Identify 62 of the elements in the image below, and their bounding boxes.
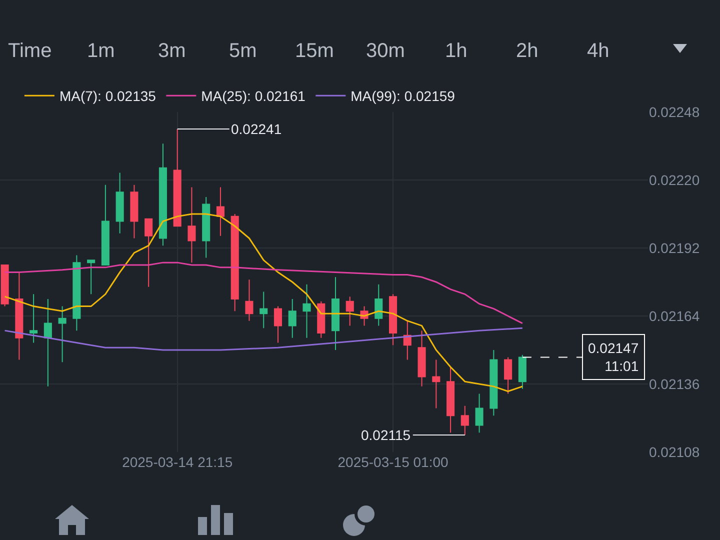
candlestick <box>158 143 167 246</box>
ref-line-label: 0.02147 11:01 <box>588 340 639 374</box>
text: 30m <box>366 40 405 62</box>
text: 1h <box>445 40 468 62</box>
candlestick <box>388 294 398 346</box>
candlestick <box>44 298 52 387</box>
candlestick <box>230 214 239 312</box>
candlestick <box>245 279 254 322</box>
candlestick <box>58 306 66 363</box>
text: 4h <box>587 40 610 62</box>
text: 15m <box>295 40 334 62</box>
line-series <box>4 327 524 351</box>
candlestick <box>130 184 138 239</box>
candlestick <box>87 260 96 295</box>
line-series <box>4 262 524 324</box>
candlestick <box>144 218 153 288</box>
candlestick <box>288 298 296 338</box>
text: Time <box>8 40 52 62</box>
candlestick <box>504 356 512 394</box>
text: 5m <box>229 40 257 62</box>
candlestick <box>518 354 526 390</box>
candlestick <box>30 294 38 344</box>
candlestick <box>302 284 311 338</box>
y-tick-label: 0.02220 <box>649 172 700 188</box>
y-tick-label: 0.02248 <box>649 104 700 120</box>
candlestick <box>116 172 124 234</box>
candlestick <box>346 296 354 326</box>
candlestick <box>216 186 224 236</box>
y-tick-label: 0.02164 <box>649 308 700 324</box>
text: 3m <box>158 40 186 62</box>
y-tick-label: 0.02108 <box>649 444 700 460</box>
candlestick <box>0 264 9 307</box>
candlestick <box>490 350 498 416</box>
candlestick <box>374 284 383 326</box>
candlestick <box>418 330 426 387</box>
y-tick-label: 0.02192 <box>649 240 700 256</box>
text: 2h <box>516 40 538 62</box>
annotation: 0.02241 <box>231 121 282 137</box>
candlestick <box>173 128 182 227</box>
legend-label: MA(25): 0.02161 <box>201 88 306 104</box>
annotation: 0.02115 <box>361 427 411 443</box>
candlestick <box>101 184 110 266</box>
candlestick <box>460 405 469 436</box>
candlestick <box>202 196 210 258</box>
candlestick <box>274 306 282 344</box>
candlestick <box>188 186 196 264</box>
candlestick <box>331 276 340 350</box>
candlestick <box>432 359 440 409</box>
candlestick <box>446 366 455 434</box>
y-tick-label: 0.02136 <box>649 376 700 392</box>
candlestick <box>317 300 326 338</box>
candlestick <box>260 291 268 329</box>
text: 1m <box>87 40 115 62</box>
candlestick <box>15 272 24 360</box>
candlestick <box>475 393 484 434</box>
line-series <box>4 213 524 392</box>
legend-label: MA(99): 0.02159 <box>350 88 456 104</box>
candlestick <box>72 254 81 332</box>
x-tick-label: 2025-03-14 21:15 <box>122 454 233 470</box>
candlestick <box>403 320 412 360</box>
x-tick-label: 2025-03-15 01:00 <box>338 454 448 470</box>
legend-label: MA(7): 0.02135 <box>59 88 156 104</box>
